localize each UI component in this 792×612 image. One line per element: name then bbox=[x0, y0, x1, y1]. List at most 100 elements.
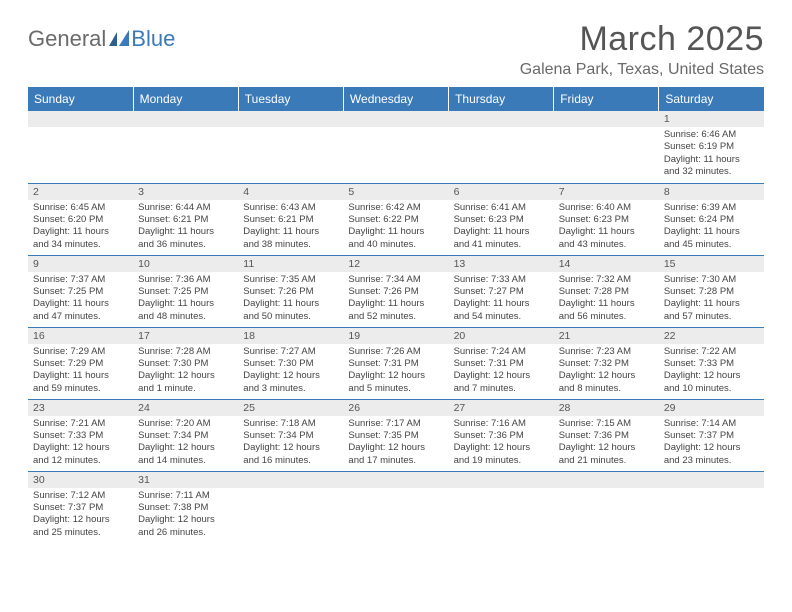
sunset-text: Sunset: 7:26 PM bbox=[243, 286, 338, 298]
day-details: Sunrise: 6:44 AMSunset: 6:21 PMDaylight:… bbox=[133, 200, 238, 254]
day-details: Sunrise: 7:32 AMSunset: 7:28 PMDaylight:… bbox=[554, 272, 659, 326]
daylight-text: and 10 minutes. bbox=[664, 383, 759, 395]
day-number: 29 bbox=[659, 400, 764, 416]
daylight-text: Daylight: 11 hours bbox=[243, 298, 338, 310]
calendar-day-cell bbox=[343, 471, 448, 543]
daylight-text: and 57 minutes. bbox=[664, 311, 759, 323]
calendar-day-cell: 14Sunrise: 7:32 AMSunset: 7:28 PMDayligh… bbox=[554, 255, 659, 327]
sunset-text: Sunset: 7:38 PM bbox=[138, 502, 233, 514]
daylight-text: Daylight: 12 hours bbox=[138, 370, 233, 382]
sunset-text: Sunset: 7:28 PM bbox=[664, 286, 759, 298]
daylight-text: and 14 minutes. bbox=[138, 455, 233, 467]
logo-text-general: General bbox=[28, 26, 106, 52]
daylight-text: Daylight: 11 hours bbox=[454, 298, 549, 310]
day-number: 9 bbox=[28, 256, 133, 272]
day-details: Sunrise: 6:42 AMSunset: 6:22 PMDaylight:… bbox=[343, 200, 448, 254]
day-details: Sunrise: 7:26 AMSunset: 7:31 PMDaylight:… bbox=[343, 344, 448, 398]
sunrise-text: Sunrise: 7:29 AM bbox=[33, 346, 128, 358]
sunset-text: Sunset: 6:21 PM bbox=[243, 214, 338, 226]
day-details: Sunrise: 7:34 AMSunset: 7:26 PMDaylight:… bbox=[343, 272, 448, 326]
sunrise-text: Sunrise: 7:36 AM bbox=[138, 274, 233, 286]
sunrise-text: Sunrise: 7:16 AM bbox=[454, 418, 549, 430]
day-number: 30 bbox=[28, 472, 133, 488]
sunrise-text: Sunrise: 7:17 AM bbox=[348, 418, 443, 430]
month-title: March 2025 bbox=[520, 20, 764, 59]
sunset-text: Sunset: 7:37 PM bbox=[33, 502, 128, 514]
calendar-day-cell: 17Sunrise: 7:28 AMSunset: 7:30 PMDayligh… bbox=[133, 327, 238, 399]
daylight-text: and 5 minutes. bbox=[348, 383, 443, 395]
day-number: 6 bbox=[449, 184, 554, 200]
sunrise-text: Sunrise: 7:28 AM bbox=[138, 346, 233, 358]
sunrise-text: Sunrise: 6:41 AM bbox=[454, 202, 549, 214]
day-number: 22 bbox=[659, 328, 764, 344]
day-number-empty bbox=[28, 111, 133, 127]
daylight-text: and 21 minutes. bbox=[559, 455, 654, 467]
sunset-text: Sunset: 7:30 PM bbox=[138, 358, 233, 370]
calendar-day-cell: 29Sunrise: 7:14 AMSunset: 7:37 PMDayligh… bbox=[659, 399, 764, 471]
calendar-week-row: 30Sunrise: 7:12 AMSunset: 7:37 PMDayligh… bbox=[28, 471, 764, 543]
sunrise-text: Sunrise: 7:21 AM bbox=[33, 418, 128, 430]
day-number-empty bbox=[238, 472, 343, 488]
daylight-text: Daylight: 11 hours bbox=[664, 226, 759, 238]
day-details: Sunrise: 6:39 AMSunset: 6:24 PMDaylight:… bbox=[659, 200, 764, 254]
day-number: 25 bbox=[238, 400, 343, 416]
daylight-text: Daylight: 12 hours bbox=[33, 514, 128, 526]
calendar-day-cell bbox=[238, 111, 343, 183]
daylight-text: Daylight: 11 hours bbox=[664, 298, 759, 310]
sunset-text: Sunset: 7:35 PM bbox=[348, 430, 443, 442]
sunrise-text: Sunrise: 6:39 AM bbox=[664, 202, 759, 214]
calendar-day-cell: 10Sunrise: 7:36 AMSunset: 7:25 PMDayligh… bbox=[133, 255, 238, 327]
daylight-text: and 26 minutes. bbox=[138, 527, 233, 539]
calendar-day-cell bbox=[343, 111, 448, 183]
day-number: 16 bbox=[28, 328, 133, 344]
sunrise-text: Sunrise: 7:33 AM bbox=[454, 274, 549, 286]
calendar-day-cell bbox=[554, 471, 659, 543]
sunset-text: Sunset: 7:31 PM bbox=[454, 358, 549, 370]
daylight-text: Daylight: 11 hours bbox=[33, 370, 128, 382]
day-details: Sunrise: 7:21 AMSunset: 7:33 PMDaylight:… bbox=[28, 416, 133, 470]
header: General Blue March 2025 Galena Park, Tex… bbox=[28, 20, 764, 79]
daylight-text: and 16 minutes. bbox=[243, 455, 338, 467]
calendar-day-cell: 16Sunrise: 7:29 AMSunset: 7:29 PMDayligh… bbox=[28, 327, 133, 399]
sunset-text: Sunset: 7:26 PM bbox=[348, 286, 443, 298]
day-number: 13 bbox=[449, 256, 554, 272]
sunset-text: Sunset: 6:22 PM bbox=[348, 214, 443, 226]
daylight-text: Daylight: 12 hours bbox=[348, 442, 443, 454]
daylight-text: Daylight: 11 hours bbox=[33, 226, 128, 238]
day-details: Sunrise: 7:20 AMSunset: 7:34 PMDaylight:… bbox=[133, 416, 238, 470]
sunset-text: Sunset: 6:23 PM bbox=[559, 214, 654, 226]
daylight-text: and 36 minutes. bbox=[138, 239, 233, 251]
weekday-header: Tuesday bbox=[238, 87, 343, 111]
sunrise-text: Sunrise: 7:30 AM bbox=[664, 274, 759, 286]
sunrise-text: Sunrise: 6:45 AM bbox=[33, 202, 128, 214]
daylight-text: Daylight: 11 hours bbox=[33, 298, 128, 310]
day-details: Sunrise: 7:15 AMSunset: 7:36 PMDaylight:… bbox=[554, 416, 659, 470]
calendar-day-cell: 19Sunrise: 7:26 AMSunset: 7:31 PMDayligh… bbox=[343, 327, 448, 399]
sunset-text: Sunset: 6:21 PM bbox=[138, 214, 233, 226]
day-details: Sunrise: 6:40 AMSunset: 6:23 PMDaylight:… bbox=[554, 200, 659, 254]
weekday-header: Saturday bbox=[659, 87, 764, 111]
daylight-text: and 45 minutes. bbox=[664, 239, 759, 251]
day-details: Sunrise: 7:18 AMSunset: 7:34 PMDaylight:… bbox=[238, 416, 343, 470]
day-details: Sunrise: 7:28 AMSunset: 7:30 PMDaylight:… bbox=[133, 344, 238, 398]
daylight-text: Daylight: 11 hours bbox=[348, 226, 443, 238]
sunrise-text: Sunrise: 6:42 AM bbox=[348, 202, 443, 214]
daylight-text: and 56 minutes. bbox=[559, 311, 654, 323]
daylight-text: Daylight: 12 hours bbox=[454, 370, 549, 382]
day-number-empty bbox=[554, 472, 659, 488]
calendar-day-cell bbox=[28, 111, 133, 183]
day-details: Sunrise: 7:22 AMSunset: 7:33 PMDaylight:… bbox=[659, 344, 764, 398]
sunrise-text: Sunrise: 7:22 AM bbox=[664, 346, 759, 358]
sunset-text: Sunset: 7:27 PM bbox=[454, 286, 549, 298]
day-number: 21 bbox=[554, 328, 659, 344]
day-details: Sunrise: 7:17 AMSunset: 7:35 PMDaylight:… bbox=[343, 416, 448, 470]
calendar-day-cell: 2Sunrise: 6:45 AMSunset: 6:20 PMDaylight… bbox=[28, 183, 133, 255]
day-number: 31 bbox=[133, 472, 238, 488]
calendar-day-cell: 31Sunrise: 7:11 AMSunset: 7:38 PMDayligh… bbox=[133, 471, 238, 543]
daylight-text: and 47 minutes. bbox=[33, 311, 128, 323]
calendar-day-cell bbox=[449, 111, 554, 183]
daylight-text: and 7 minutes. bbox=[454, 383, 549, 395]
day-details: Sunrise: 7:23 AMSunset: 7:32 PMDaylight:… bbox=[554, 344, 659, 398]
sunset-text: Sunset: 7:36 PM bbox=[559, 430, 654, 442]
day-number-empty bbox=[449, 472, 554, 488]
